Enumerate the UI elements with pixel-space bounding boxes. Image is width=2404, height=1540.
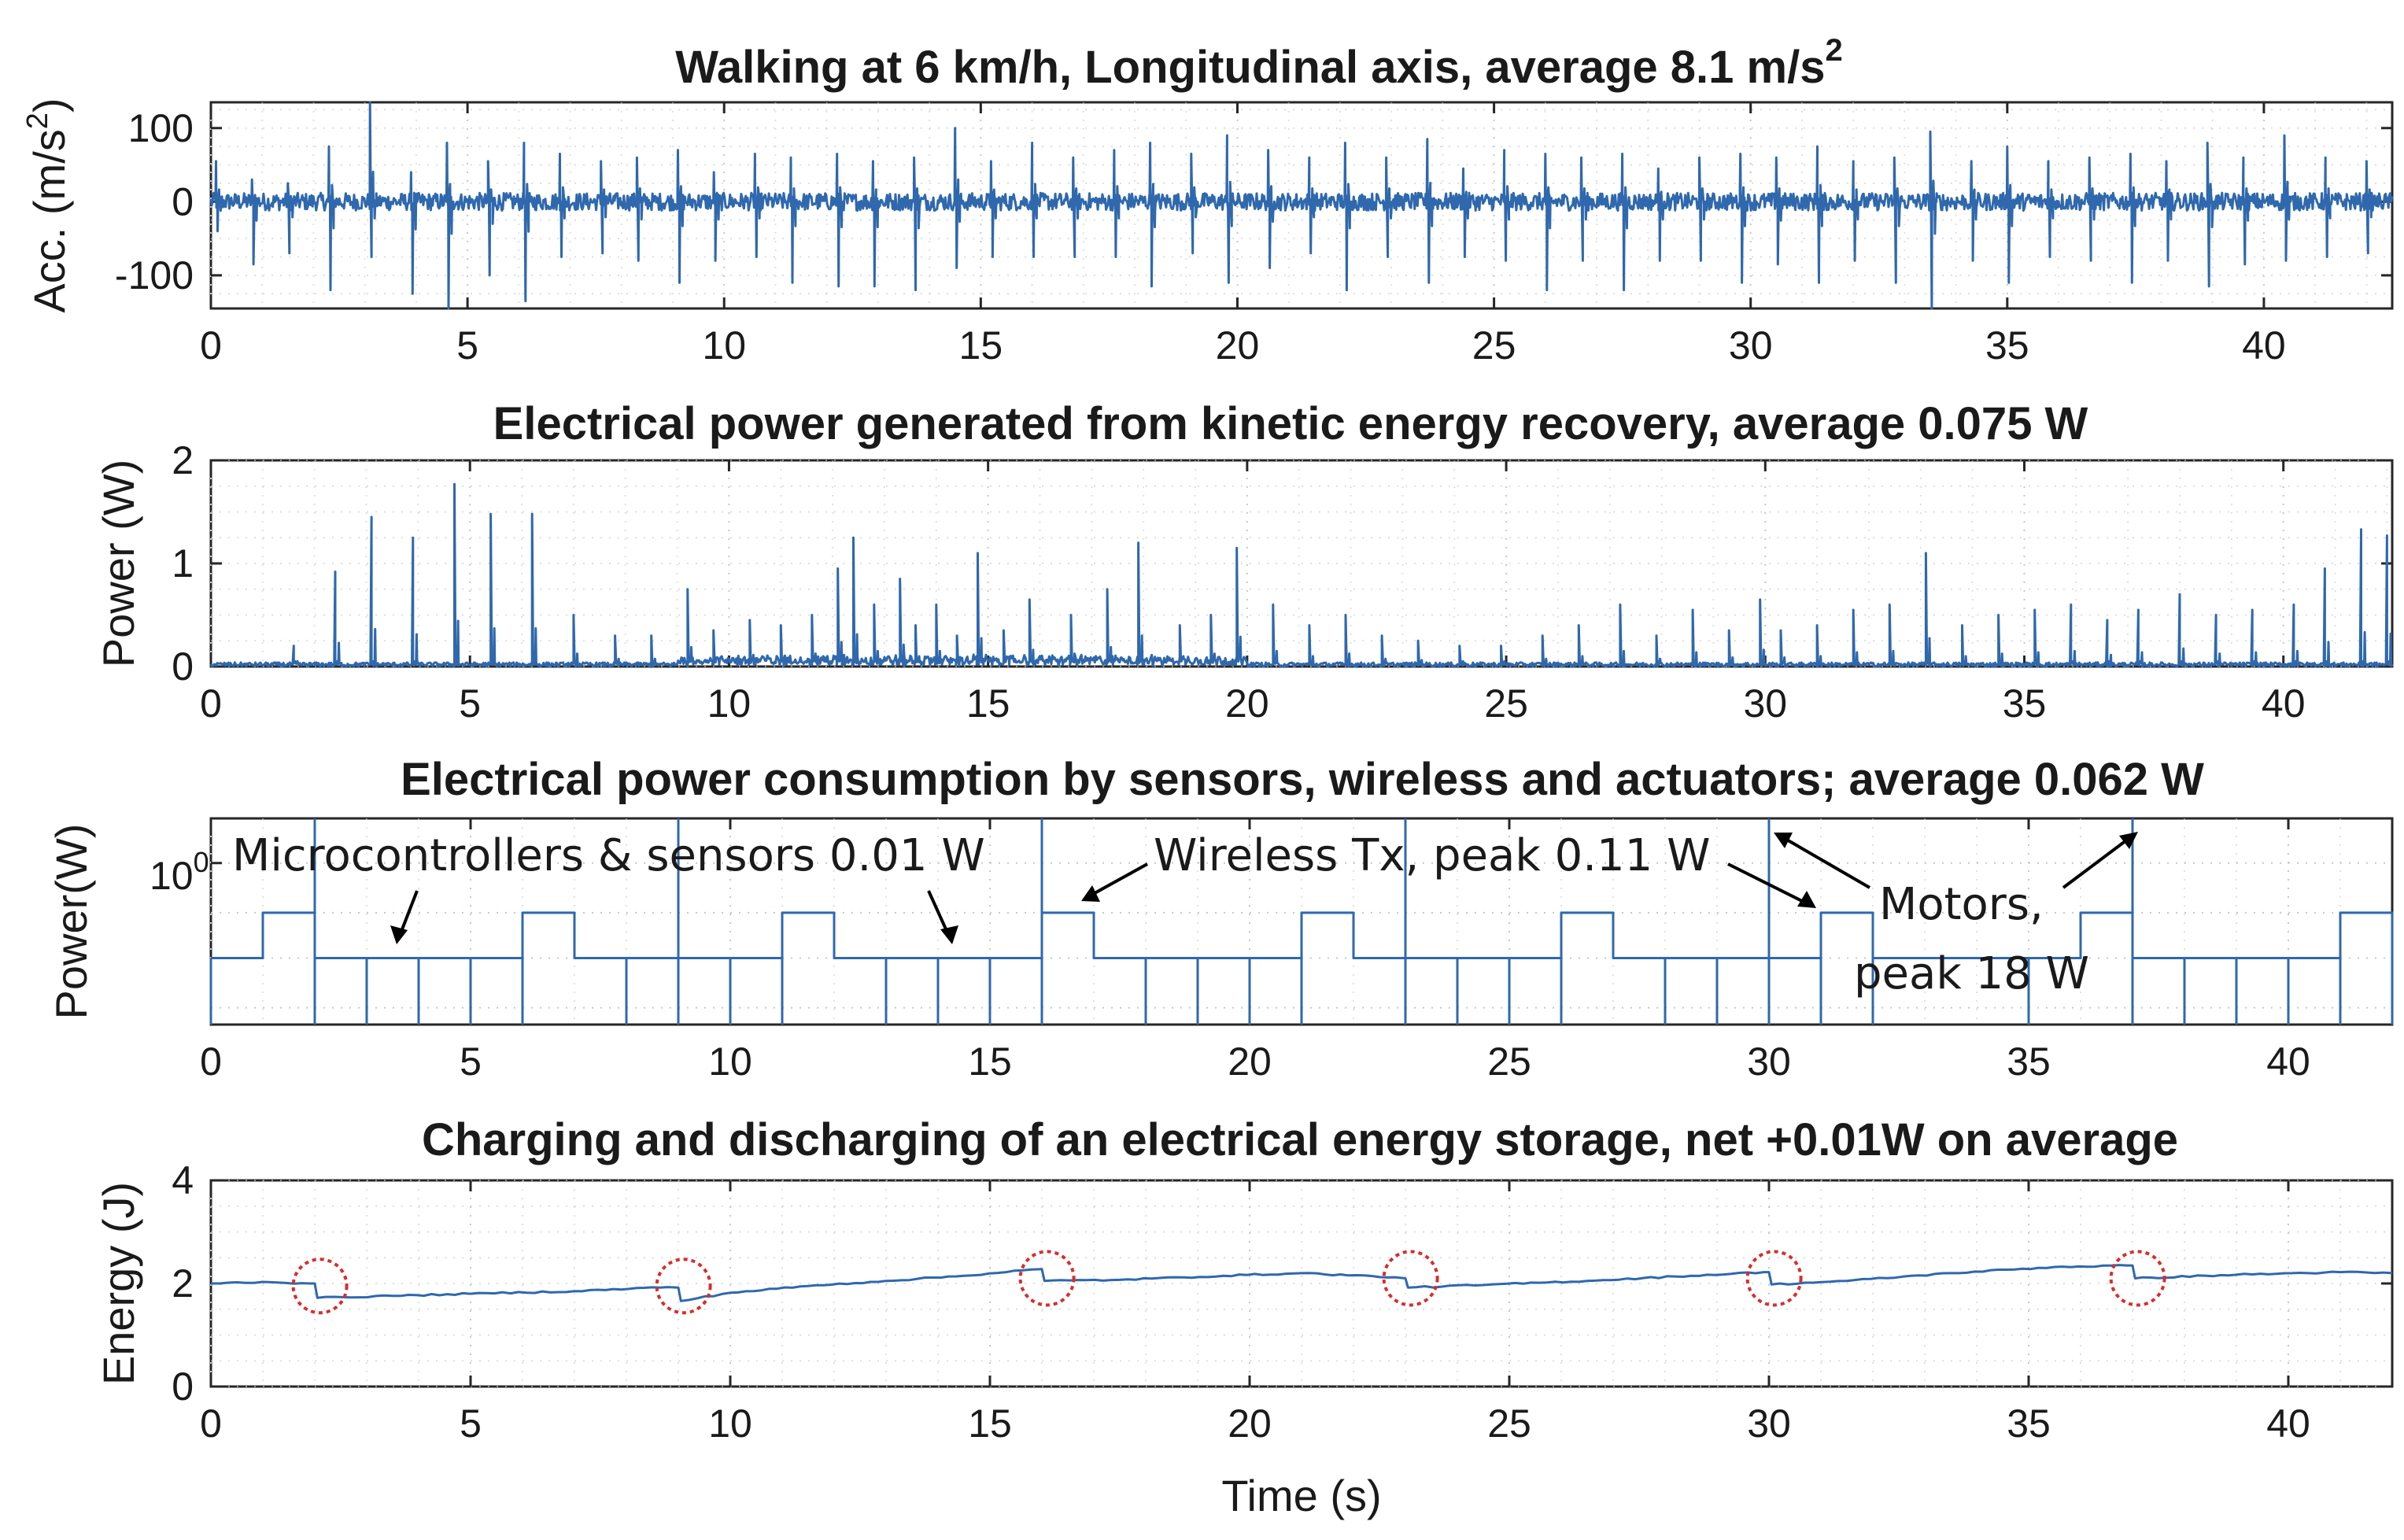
consumption-title: Electrical power consumption by sensors,…: [401, 754, 2204, 805]
x-tick-label: 30: [1747, 1040, 1791, 1084]
arrow-motors-1: [1778, 834, 1871, 889]
annotation-arrows: [390, 832, 2138, 944]
stored-energy-line: [211, 1264, 2393, 1302]
x-tick-label: 10: [707, 681, 751, 726]
x-tick-label: 35: [2007, 1402, 2051, 1446]
generated-power-panel: Electrical power generated from kinetic …: [94, 398, 2394, 726]
arrow-head-motors-1: [1774, 833, 1793, 848]
time-x-label: Time (s): [1221, 1471, 1381, 1520]
x-tick-label: 5: [460, 1040, 482, 1084]
generated-power-line: [209, 482, 2394, 668]
arrow-wireless-2: [1727, 862, 1811, 907]
y-tick-label: 0: [172, 644, 194, 689]
x-tick-label: 15: [959, 323, 1003, 367]
annotation-motors-peak: peak 18 W: [1854, 948, 2089, 999]
x-tick-label: 30: [1743, 681, 1787, 726]
x-tick-label: 40: [2242, 323, 2286, 367]
energy-panel: Charging and discharging of an electrica…: [94, 1114, 2394, 1520]
y-tick-label: 4: [172, 1158, 194, 1202]
acceleration-title: Walking at 6 km/h, Longitudinal axis, av…: [675, 33, 1842, 93]
arrow-head-sensors-2: [940, 925, 958, 944]
x-tick-label: 35: [2007, 1040, 2051, 1084]
x-tick-label: 5: [456, 323, 478, 367]
x-tick-label: 30: [1747, 1402, 1791, 1446]
consumption-y-label: Power(W): [46, 824, 96, 1020]
discharge-marker: [291, 1257, 349, 1315]
arrow-head-motors-2: [2119, 832, 2138, 849]
x-tick-label: 0: [200, 681, 222, 726]
arrow-motors-2: [2062, 834, 2134, 889]
x-tick-label: 25: [1472, 323, 1516, 367]
y-tick-label: 1: [172, 541, 194, 585]
generated-power-title: Electrical power generated from kinetic …: [493, 398, 2088, 449]
x-tick-label: 0: [200, 1402, 222, 1446]
x-tick-label: 0: [200, 323, 222, 367]
x-tick-label: 20: [1228, 1040, 1272, 1084]
arrow-head-sensors-1: [390, 925, 408, 944]
consumption-y-tick-label: 100: [150, 846, 209, 898]
y-tick-label: 0: [172, 1365, 194, 1409]
x-tick-label: 15: [966, 681, 1010, 726]
x-tick-label: 10: [708, 1040, 752, 1084]
arrow-head-wireless: [1081, 885, 1100, 902]
x-tick-label: 15: [968, 1040, 1012, 1084]
x-tick-label: 40: [2262, 681, 2306, 726]
x-tick-label: 5: [460, 1402, 482, 1446]
annotation-sensors: Microcontrollers & sensors 0.01 W: [232, 830, 985, 881]
x-tick-label: 35: [2003, 681, 2047, 726]
x-tick-label: 30: [1729, 323, 1773, 367]
generated-power-y-label: Power (W): [94, 460, 143, 667]
discharge-marker: [655, 1257, 712, 1315]
energy-title: Charging and discharging of an electrica…: [422, 1114, 2178, 1165]
x-tick-label: 20: [1225, 681, 1269, 726]
discharge-marker: [1018, 1250, 1076, 1307]
y-tick-label: 2: [172, 1261, 194, 1305]
discharge-marker: [2109, 1250, 2166, 1307]
acceleration-panel: Walking at 6 km/h, Longitudinal axis, av…: [21, 33, 2394, 367]
x-tick-label: 20: [1228, 1402, 1272, 1446]
discharge-marker: [1745, 1250, 1803, 1307]
x-tick-label: 15: [968, 1402, 1012, 1446]
y-tick-label: 100: [128, 106, 194, 150]
energy-y-label: Energy (J): [94, 1182, 143, 1385]
y-tick-label: -100: [115, 253, 194, 297]
consumption-panel: Electrical power consumption by sensors,…: [46, 754, 2394, 1084]
annotation-motors: Motors,: [1879, 879, 2044, 930]
x-tick-label: 40: [2266, 1402, 2310, 1446]
annotation-wireless: Wireless Tx, peak 0.11 W: [1154, 830, 1710, 881]
x-tick-label: 25: [1487, 1402, 1531, 1446]
acceleration-line: [209, 101, 2394, 310]
discharge-marker: [1382, 1250, 1439, 1307]
x-tick-label: 25: [1484, 681, 1528, 726]
x-tick-label: 20: [1216, 323, 1260, 367]
x-tick-label: 25: [1487, 1040, 1531, 1084]
y-tick-label: 2: [172, 438, 194, 482]
x-tick-label: 0: [200, 1040, 222, 1084]
arrow-head-wireless-2: [1797, 891, 1816, 908]
x-tick-label: 40: [2266, 1040, 2310, 1084]
arrow-wireless: [1087, 862, 1148, 899]
y-tick-label: 0: [172, 179, 194, 223]
x-tick-label: 10: [708, 1402, 752, 1446]
x-tick-label: 5: [459, 681, 481, 726]
x-tick-label: 10: [702, 323, 746, 367]
x-tick-label: 35: [1985, 323, 2029, 367]
acceleration-y-label: Acc. (m/s2): [21, 98, 74, 312]
